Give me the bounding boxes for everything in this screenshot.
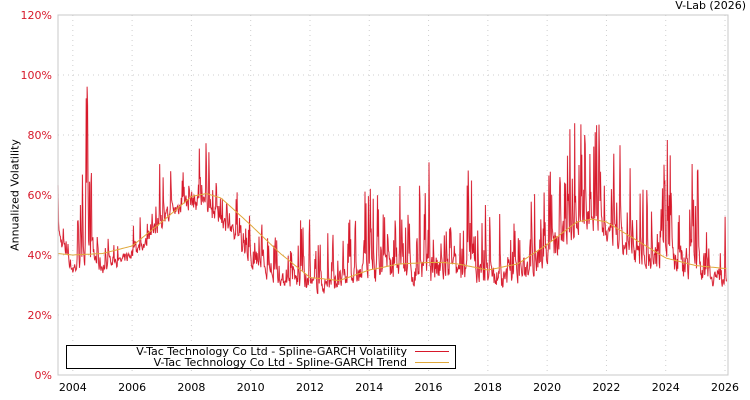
trend-series	[57, 193, 727, 281]
svg-text:40%: 40%	[28, 249, 52, 262]
y-axis-ticks: 0% 20% 40% 60% 80% 100% 120%	[21, 9, 52, 382]
svg-text:2026: 2026	[711, 381, 739, 394]
svg-text:60%: 60%	[28, 189, 52, 202]
svg-text:120%: 120%	[21, 9, 52, 22]
svg-text:0%: 0%	[35, 369, 52, 382]
legend-swatch-volatility	[415, 351, 449, 352]
svg-text:2012: 2012	[296, 381, 324, 394]
chart-credit: V-Lab (2026)	[675, 0, 746, 12]
svg-text:20%: 20%	[28, 309, 52, 322]
svg-text:2016: 2016	[415, 381, 443, 394]
chart-legend: V-Tac Technology Co Ltd - Spline-GARCH V…	[66, 345, 456, 369]
legend-label: V-Tac Technology Co Ltd - Spline-GARCH V…	[136, 345, 407, 358]
svg-text:2024: 2024	[652, 381, 680, 394]
svg-text:80%: 80%	[28, 129, 52, 142]
legend-label: V-Tac Technology Co Ltd - Spline-GARCH T…	[153, 356, 407, 369]
x-axis-ticks: 2004 2006 2008 2010 2012 2014 2016 2018 2020 2022…	[59, 381, 739, 394]
legend-item-volatility: V-Tac Technology Co Ltd - Spline-GARCH V…	[136, 346, 449, 357]
legend-swatch-trend	[415, 362, 449, 363]
svg-text:2004: 2004	[59, 381, 87, 394]
grid-lines	[58, 15, 728, 375]
plot-frame	[57, 14, 729, 376]
legend-item-trend: V-Tac Technology Co Ltd - Spline-GARCH T…	[154, 357, 449, 368]
svg-text:2022: 2022	[592, 381, 620, 394]
svg-text:2010: 2010	[237, 381, 265, 394]
svg-text:100%: 100%	[21, 69, 52, 82]
svg-text:2018: 2018	[474, 381, 502, 394]
svg-text:2006: 2006	[118, 381, 146, 394]
y-axis-label: Annualized Volatility	[8, 139, 22, 251]
svg-text:2014: 2014	[355, 381, 383, 394]
volatility-series	[57, 86, 728, 295]
svg-text:2008: 2008	[177, 381, 205, 394]
svg-text:2020: 2020	[533, 381, 561, 394]
